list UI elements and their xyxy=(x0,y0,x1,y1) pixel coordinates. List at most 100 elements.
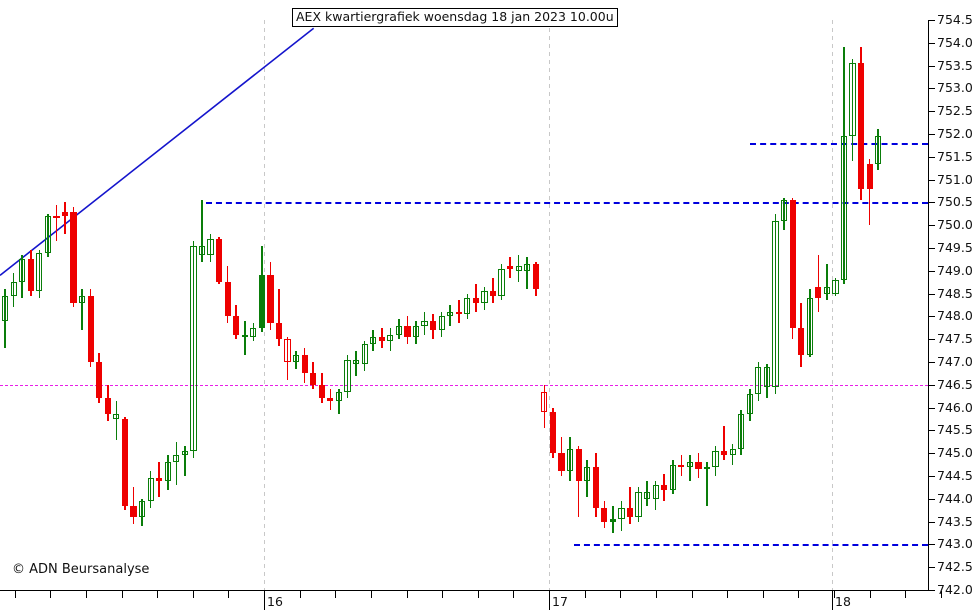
candle-wick xyxy=(55,204,58,242)
chart-plot-area[interactable]: z xyxy=(0,20,928,590)
level-line-resistance-mid xyxy=(206,202,928,204)
y-axis-label: 743.5 xyxy=(937,514,973,529)
candle-body xyxy=(686,462,693,467)
candle-wick xyxy=(834,277,837,296)
candle-body xyxy=(755,366,762,394)
candle-body xyxy=(575,448,582,481)
x-axis-label-18: 18 xyxy=(835,594,851,609)
candle-wick xyxy=(620,501,623,531)
x-axis-minor-tick xyxy=(513,591,514,598)
candle-wick xyxy=(577,446,580,518)
candle-body xyxy=(335,391,343,401)
candle-wick xyxy=(543,384,546,429)
candle-body xyxy=(738,414,745,449)
y-axis-tick xyxy=(928,590,935,591)
candle-body xyxy=(712,450,719,467)
candle-body xyxy=(318,384,325,399)
candle-wick xyxy=(4,289,6,349)
candle-body xyxy=(147,478,154,502)
y-axis-tick xyxy=(928,476,935,477)
candle-body xyxy=(36,252,43,292)
candle-body xyxy=(327,398,334,401)
candle-body xyxy=(601,507,608,522)
candle-body xyxy=(703,466,711,470)
candle-wick xyxy=(166,455,169,490)
y-axis-tick xyxy=(928,567,935,568)
candle-body xyxy=(464,298,471,315)
candle-body xyxy=(104,398,111,415)
candle-body xyxy=(61,211,69,217)
candle-wick xyxy=(243,320,246,356)
candle-wick xyxy=(372,330,374,351)
x-axis-minor-tick xyxy=(50,591,51,598)
candle-wick xyxy=(449,305,451,326)
candle-body xyxy=(489,291,497,296)
x-axis-minor-tick xyxy=(122,591,123,598)
y-axis-tick xyxy=(928,522,935,523)
level-line-pivot xyxy=(0,385,928,386)
y-axis-tick xyxy=(928,134,935,135)
candle-body xyxy=(558,453,565,472)
x-axis-minor-tick xyxy=(371,591,372,598)
candle-body xyxy=(592,466,599,508)
day-separator-18 xyxy=(832,20,833,590)
x-axis-minor-tick xyxy=(300,591,301,598)
x-axis-minor-tick xyxy=(15,591,16,598)
candle-body xyxy=(746,393,753,415)
candle-body xyxy=(455,311,462,315)
x-axis-minor-tick xyxy=(620,591,621,598)
candle-body xyxy=(233,316,240,335)
copyright-label: © ADN Beursanalyse xyxy=(12,562,150,577)
candle-body xyxy=(310,373,317,385)
y-axis-tick xyxy=(928,43,935,44)
candle-body xyxy=(181,450,188,456)
candle-wick xyxy=(774,213,777,394)
candle-wick xyxy=(517,254,520,283)
x-axis-minor-tick xyxy=(692,591,693,598)
day-separator-17 xyxy=(549,20,550,590)
candle-body xyxy=(250,327,257,337)
candle-wick xyxy=(492,277,494,303)
y-axis-tick xyxy=(928,408,935,409)
candle-body xyxy=(430,320,437,331)
x-axis-minor-tick xyxy=(763,591,764,598)
y-axis-label: 751.5 xyxy=(937,149,973,164)
y-axis-tick xyxy=(928,294,935,295)
y-axis-tick xyxy=(928,316,935,317)
candle-body xyxy=(173,455,180,463)
y-axis-label: 748.0 xyxy=(937,308,973,323)
candle-body xyxy=(729,448,736,456)
y-axis-tick xyxy=(928,453,935,454)
candle-wick xyxy=(47,213,49,258)
x-axis-minor-tick xyxy=(478,591,479,598)
candle-wick xyxy=(637,487,640,522)
y-axis-tick xyxy=(928,88,935,89)
y-axis-label: 746.5 xyxy=(937,377,973,392)
y-axis-label: 754.5 xyxy=(937,12,973,27)
candle-body xyxy=(404,325,411,337)
candle-body xyxy=(387,334,394,342)
candle-body xyxy=(472,298,479,303)
candle-body xyxy=(840,136,848,280)
y-axis-tick xyxy=(928,339,935,340)
candle-wick xyxy=(184,446,186,476)
candle-body xyxy=(695,462,702,470)
candle-body xyxy=(70,211,77,303)
y-axis-label: 743.0 xyxy=(937,536,973,551)
y-axis-label: 742.5 xyxy=(937,559,973,574)
candle-body xyxy=(507,266,514,269)
x-axis: 16 17 18 xyxy=(0,591,942,610)
y-axis-label: 750.0 xyxy=(937,217,973,232)
candle-body xyxy=(370,336,377,344)
x-axis-minor-tick xyxy=(335,591,336,598)
y-axis-tick xyxy=(928,202,935,203)
candle-body xyxy=(207,238,214,255)
candle-wick xyxy=(500,263,503,301)
candle-wick xyxy=(612,505,614,533)
candle-body xyxy=(301,355,308,374)
x-axis-major-tick-16 xyxy=(264,591,265,610)
candle-body xyxy=(79,295,86,303)
y-axis-line xyxy=(928,20,929,590)
candle-wick xyxy=(671,460,674,495)
candle-wick xyxy=(81,289,83,331)
